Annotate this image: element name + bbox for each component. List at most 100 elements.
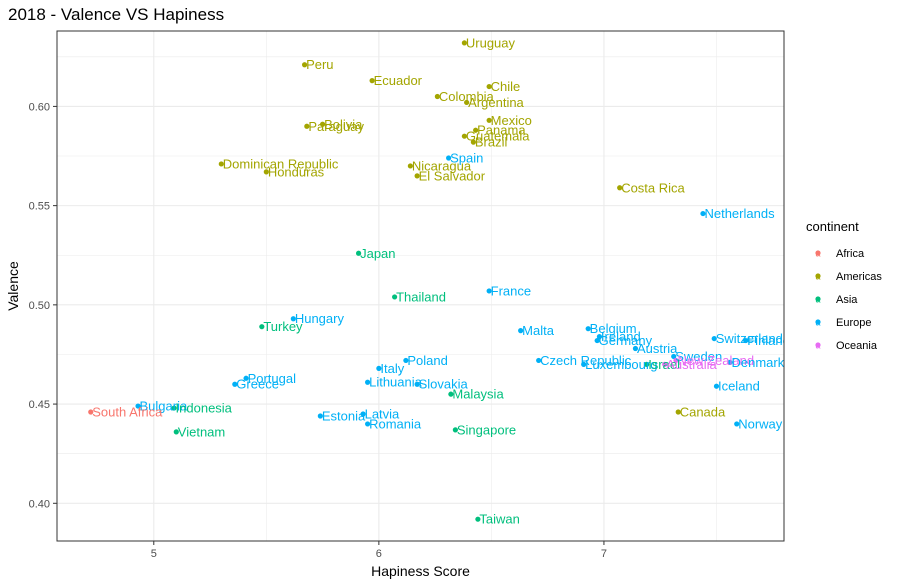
data-point — [727, 359, 733, 366]
point-labels-layer: Uruguay Peru Ecuador ChileColombiaArgentina… — [92, 35, 790, 527]
legend-key-point — [815, 319, 821, 325]
data-point — [173, 429, 179, 435]
point-label: Mexico — [491, 113, 532, 128]
data-point — [594, 337, 600, 344]
point-label: France — [491, 283, 531, 298]
data-point — [461, 40, 467, 46]
x-axis-title: Hapiness Score — [371, 563, 470, 579]
data-point — [414, 173, 420, 179]
data-point — [700, 210, 706, 217]
plot-panel-border — [56, 30, 785, 542]
point-label: Austria — [637, 341, 678, 356]
legend-key-letter: a — [815, 272, 820, 282]
x-tick-label: 7 — [601, 548, 607, 560]
point-label: Malaysia — [452, 387, 504, 402]
x-tick-label: 5 — [151, 548, 157, 560]
data-point — [662, 361, 668, 367]
data-point — [581, 361, 587, 367]
legend-label: Oceania — [836, 340, 878, 352]
data-point — [464, 99, 470, 106]
data-point — [171, 405, 177, 411]
point-label: Iceland — [718, 379, 760, 394]
legend: continent a Africa a Americas a Asia a Europe a O… — [806, 219, 882, 352]
data-point — [617, 185, 623, 191]
data-point — [243, 375, 249, 381]
y-tick-label: 0.50 — [29, 300, 50, 312]
point-label: Hungary — [295, 311, 345, 326]
data-point — [434, 93, 440, 100]
data-point — [376, 365, 382, 371]
data-point — [448, 391, 454, 397]
data-point — [713, 383, 720, 389]
data-point — [632, 345, 639, 352]
legend-label: Americas — [836, 271, 882, 283]
data-point — [317, 413, 323, 419]
point-label: Panama — [477, 123, 526, 138]
data-point — [403, 357, 409, 364]
point-label: Dominican Republic — [223, 156, 339, 171]
point-label: Honduras — [268, 164, 325, 179]
point-label: Singapore — [457, 422, 516, 437]
point-label: Finland — [747, 333, 790, 348]
data-point — [671, 353, 677, 360]
point-label: Thailand — [396, 289, 446, 304]
point-label: New Zealand — [677, 353, 754, 368]
chart-title: 2018 - Valence VS Hapiness — [8, 5, 224, 24]
point-label: Australia — [666, 357, 717, 372]
point-label: Colombia — [439, 89, 495, 104]
data-point — [473, 127, 479, 133]
point-label: Paraguay — [308, 119, 364, 134]
y-axis: 0.40 0.45 0.50 0.55 0.60 — [29, 101, 57, 510]
data-point — [232, 381, 238, 387]
point-label: Germany — [599, 333, 653, 348]
legend-label: Europe — [836, 317, 871, 329]
point-label: Spain — [450, 151, 483, 166]
point-label: Sweden — [675, 349, 722, 364]
data-point — [259, 324, 265, 330]
point-label: Italy — [380, 361, 404, 376]
data-point — [88, 409, 94, 415]
point-label: Taiwan — [479, 512, 519, 527]
y-axis-title: Valence — [5, 261, 21, 311]
point-label: Japan — [360, 246, 395, 261]
point-label: Latvia — [365, 406, 400, 421]
legend-label: Asia — [836, 294, 858, 306]
point-label: Romania — [369, 416, 422, 431]
legend-key-point — [815, 342, 821, 348]
y-tick-label: 0.45 — [29, 399, 50, 411]
point-label: Indonesia — [176, 401, 233, 416]
point-label: Portugal — [248, 371, 297, 386]
point-label: Ecuador — [374, 73, 423, 88]
legend-key-letter: a — [815, 295, 820, 305]
point-label: Poland — [407, 353, 447, 368]
point-label: Guatemala — [466, 129, 530, 144]
point-label: Switzerland — [716, 331, 783, 346]
point-label: Ireland — [601, 329, 641, 344]
data-point — [673, 357, 679, 364]
point-label: Czech Republic — [540, 353, 632, 368]
legend-title: continent — [806, 219, 859, 234]
point-label: El Salvador — [419, 168, 486, 183]
data-point — [734, 421, 740, 427]
point-label: Argentina — [468, 95, 524, 110]
point-label: Uruguay — [466, 35, 516, 50]
data-point — [319, 121, 326, 127]
data-point — [644, 361, 650, 367]
legend-key-point — [815, 250, 821, 256]
point-label: Luxembourg — [585, 357, 657, 372]
data-point — [360, 411, 366, 417]
data-point — [711, 335, 717, 342]
y-tick-label: 0.40 — [29, 498, 50, 510]
x-tick-label: 6 — [376, 548, 382, 560]
points-layer — [88, 40, 749, 522]
data-point — [263, 169, 269, 175]
data-point — [365, 421, 371, 427]
point-label: Canada — [680, 405, 726, 420]
data-point — [596, 334, 603, 340]
legend-key-point — [815, 296, 821, 302]
data-point — [414, 381, 420, 387]
data-point — [304, 123, 310, 129]
data-point — [743, 337, 749, 344]
data-point — [446, 155, 452, 161]
